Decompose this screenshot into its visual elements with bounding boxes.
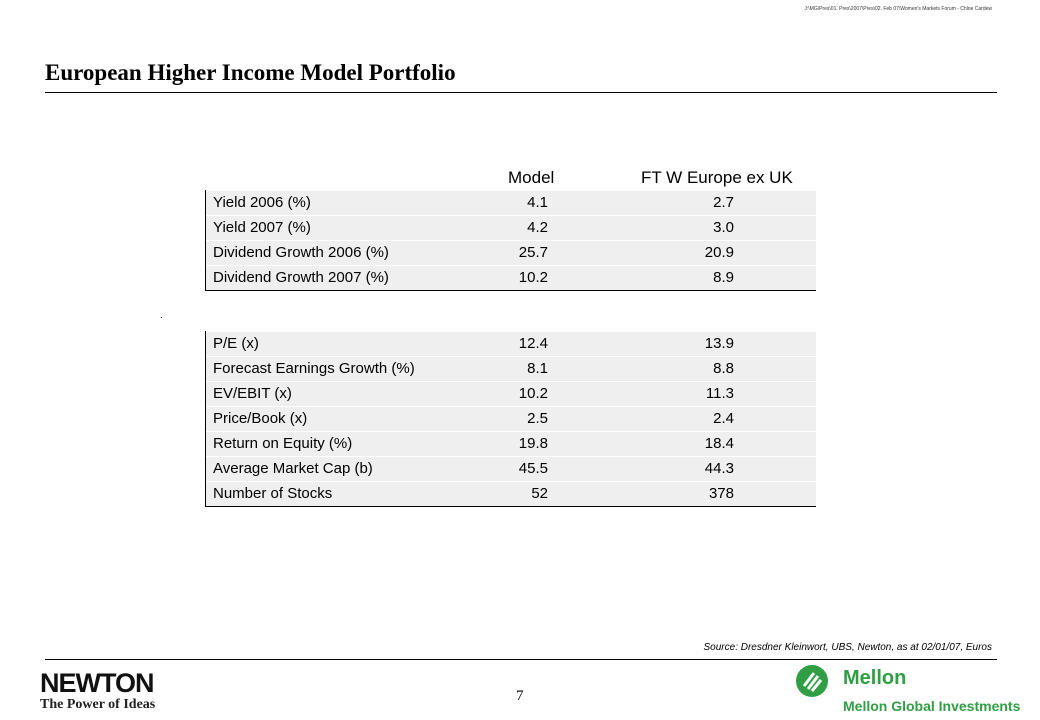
row-label: P/E (x) — [213, 335, 259, 352]
table-row: P/E (x) 12.4 13.9 — [206, 331, 816, 356]
table-value: 12.4 — [518, 335, 548, 352]
title: European Higher Income Model Portfolio — [45, 60, 456, 85]
row-label: Return on Equity (%) — [213, 435, 353, 452]
table: P/E (x) 12.4 13.9 Forecast Earnings Growth … — [205, 331, 816, 507]
row-label: Forecast Earnings Growth (%) — [213, 360, 415, 377]
row-label: Dividend Growth 2007 (%) — [213, 269, 389, 286]
table-value: 10.2 — [518, 269, 548, 286]
newton-tagline: The Power of Ideas — [40, 697, 156, 712]
table-value: 25.7 — [518, 244, 548, 261]
table-value: 4.2 — [527, 219, 548, 236]
table-value: 3.0 — [713, 219, 734, 236]
title-rule — [45, 92, 997, 93]
newton-logo: NEWTON — [40, 668, 154, 698]
table-value: 8.1 — [527, 360, 548, 377]
table-row: Return on Equity (%) 19.8 18.4 — [206, 431, 816, 456]
column-header: FT W Europe ex UK — [641, 168, 793, 187]
table-value: 2.7 — [713, 194, 734, 211]
page-number: 7 — [516, 688, 524, 704]
row-label: Yield 2006 (%) — [213, 194, 311, 211]
mellon-name: Mellon Global Investments — [843, 698, 1021, 714]
table-row: Price/Book (x) 2.5 2.4 — [206, 406, 816, 431]
table-value: 45.5 — [518, 460, 548, 477]
table-value: 4.1 — [527, 194, 548, 211]
table-value: 10.2 — [518, 385, 548, 402]
table-value: 8.9 — [713, 269, 734, 286]
table-row: Number of Stocks 52 378 — [206, 481, 816, 506]
mellon-logo: Mellon — [843, 667, 907, 689]
stray-mark: . — [160, 310, 163, 321]
table-value: 2.4 — [713, 410, 734, 427]
source: Source: Dresdner Kleinwort, UBS, Newton,… — [703, 642, 992, 653]
table-value: 8.8 — [713, 360, 734, 377]
table-row: Forecast Earnings Growth (%) 8.1 8.8 — [206, 356, 816, 381]
row-label: Price/Book (x) — [213, 410, 308, 427]
row-label: EV/EBIT (x) — [213, 385, 292, 402]
table-value: 44.3 — [704, 460, 734, 477]
footer-rule — [45, 659, 997, 660]
row-label: Dividend Growth 2006 (%) — [213, 244, 389, 261]
table-value: 20.9 — [704, 244, 734, 261]
table-value: 2.5 — [527, 410, 548, 427]
row-label: Average Market Cap (b) — [213, 460, 373, 477]
file-path: J:\MG\Pres\01. Pres\2007\Pres\02. Feb 07… — [804, 6, 992, 12]
table-row: Dividend Growth 2006 (%) 25.7 20.9 — [206, 240, 816, 265]
column-header: Model — [508, 168, 555, 187]
table-row: Dividend Growth 2007 (%) 10.2 8.9 — [206, 265, 816, 290]
mellon-icon — [796, 665, 828, 697]
table-row: Yield 2007 (%) 4.2 3.0 — [206, 215, 816, 240]
row-label: Number of Stocks — [213, 485, 333, 502]
table-value: 18.4 — [704, 435, 734, 452]
table-value: 52 — [531, 485, 548, 502]
row-label: Yield 2007 (%) — [213, 219, 311, 236]
table-value: 378 — [708, 485, 734, 502]
table-value: 19.8 — [518, 435, 548, 452]
table-row: EV/EBIT (x) 10.2 11.3 — [206, 381, 816, 406]
table: Yield 2006 (%) 4.1 2.7 Yield 2007 (%) 4.2 3.0… — [205, 190, 816, 291]
table-value: 11.3 — [705, 385, 734, 402]
table-row: Average Market Cap (b) 45.5 44.3 — [206, 456, 816, 481]
table-row: Yield 2006 (%) 4.1 2.7 — [206, 190, 816, 215]
table-value: 13.9 — [704, 335, 734, 352]
